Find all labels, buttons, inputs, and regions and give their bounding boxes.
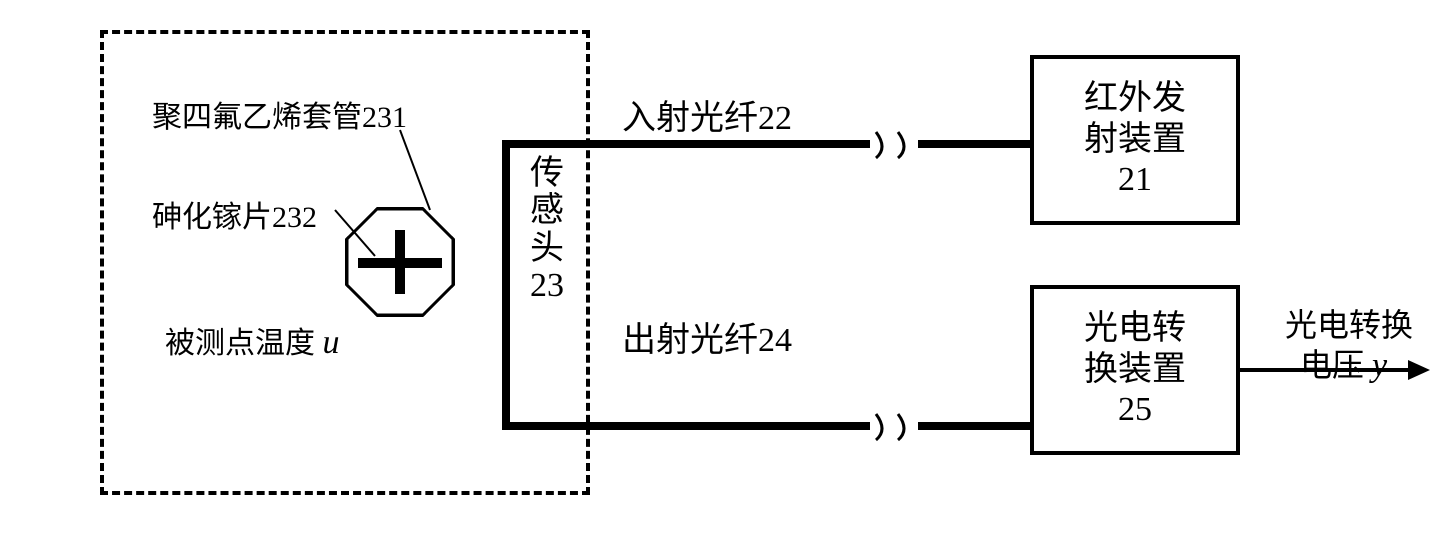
output-label-line2: 电压 y (1300, 340, 1387, 386)
photo-converter-box: 光电转 换装置 25 (1030, 285, 1240, 455)
output-arrow-head (1408, 360, 1430, 380)
diagram-canvas: 聚四氟乙烯套管231 砷化镓片232 被测点温度 u 传 感 头 23 入射光纤… (0, 0, 1454, 544)
ir-emitter-line3: 21 (1118, 160, 1152, 201)
gaas-chip-label: 砷化镓片232 (152, 192, 317, 236)
measured-temp-label: 被测点温度 u (165, 318, 340, 362)
sensor-head-label: 传 感 头 23 (530, 155, 564, 305)
ir-emitter-line1: 红外发 (1084, 79, 1186, 120)
ptfe-sleeve-label: 聚四氟乙烯套管231 (152, 92, 407, 136)
sensor-head-char-2: 感 (530, 192, 564, 229)
output-var: y (1372, 347, 1387, 384)
sensor-head-char-1: 传 (530, 155, 564, 192)
incident-fiber-label: 入射光纤22 (622, 90, 792, 139)
output-label-prefix: 电压 (1300, 347, 1364, 383)
sensor-head-char-3: 头 (530, 230, 564, 267)
photo-conv-line2: 换装置 (1084, 350, 1186, 391)
ir-emitter-line2: 射装置 (1084, 120, 1186, 161)
exit-fiber-label: 出射光纤24 (622, 312, 792, 361)
measured-temp-text: 被测点温度 (165, 327, 315, 360)
measured-temp-var: u (323, 324, 340, 361)
photo-conv-line3: 25 (1118, 390, 1152, 431)
ir-emitter-box: 红外发 射装置 21 (1030, 55, 1240, 225)
photo-conv-line1: 光电转 (1084, 309, 1186, 350)
sensor-head-char-4: 23 (530, 267, 564, 304)
